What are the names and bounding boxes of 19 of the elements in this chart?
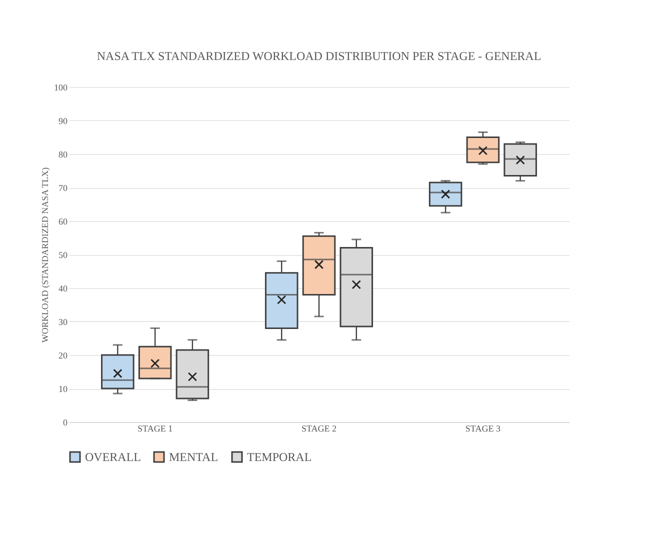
y-tick-label: 30 bbox=[58, 317, 68, 327]
y-tick-label: 60 bbox=[58, 216, 68, 226]
y-axis-title: WORKLOAD (STANDARDIZED NASA TLX) bbox=[40, 167, 50, 343]
legend-label: OVERALL bbox=[85, 450, 141, 464]
y-tick-label: 70 bbox=[58, 183, 68, 193]
legend-label: TEMPORAL bbox=[247, 450, 312, 464]
y-tick-label: 10 bbox=[58, 384, 68, 394]
y-tick-label: 20 bbox=[58, 350, 68, 360]
y-tick-label: 100 bbox=[54, 82, 68, 92]
y-tick-label: 80 bbox=[58, 150, 68, 160]
chart-title: NASA TLX STANDARDIZED WORKLOAD DISTRIBUTION PER STAGE - GENERAL bbox=[96, 49, 542, 63]
legend-label: MENTAL bbox=[169, 450, 218, 464]
x-tick-label: STAGE 3 bbox=[465, 424, 501, 434]
y-tick-label: 50 bbox=[58, 250, 68, 260]
x-tick-label: STAGE 2 bbox=[301, 424, 337, 434]
x-tick-label: STAGE 1 bbox=[138, 424, 173, 434]
y-tick-label: 90 bbox=[58, 116, 68, 126]
y-tick-label: 0 bbox=[63, 418, 68, 428]
y-tick-label: 40 bbox=[58, 284, 68, 294]
